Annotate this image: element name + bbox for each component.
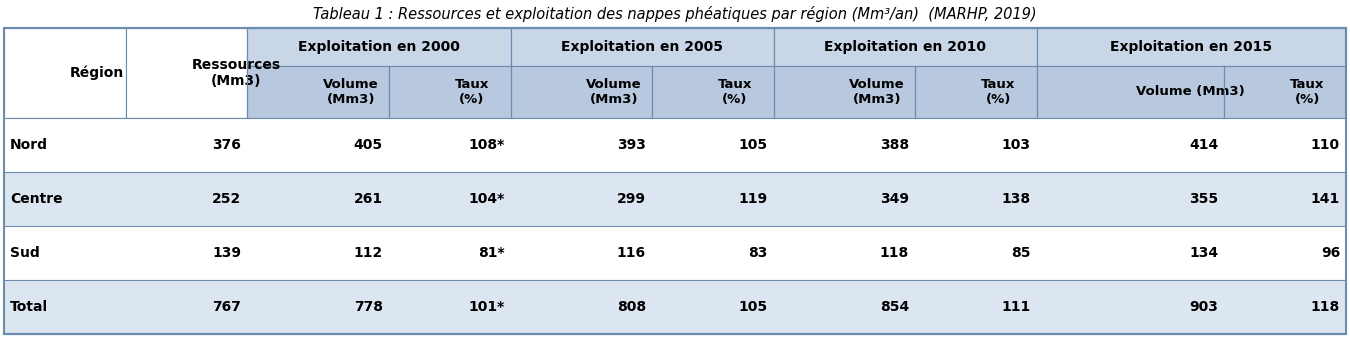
- Text: Taux
(%): Taux (%): [981, 78, 1015, 106]
- Text: 355: 355: [1189, 192, 1218, 206]
- Text: Exploitation en 2005: Exploitation en 2005: [562, 40, 724, 54]
- Bar: [126, 28, 247, 118]
- Text: 118: 118: [1311, 300, 1341, 314]
- Text: 85: 85: [1011, 246, 1031, 260]
- Bar: [4, 28, 126, 118]
- Text: Ressources
(Mm3): Ressources (Mm3): [192, 58, 281, 88]
- Bar: [774, 66, 915, 118]
- Text: Exploitation en 2010: Exploitation en 2010: [825, 40, 987, 54]
- Text: 81*: 81*: [478, 246, 505, 260]
- Text: 110: 110: [1311, 138, 1341, 152]
- Text: Sud: Sud: [9, 246, 39, 260]
- Text: 261: 261: [354, 192, 383, 206]
- Text: Taux
(%): Taux (%): [718, 78, 752, 106]
- Text: 112: 112: [354, 246, 383, 260]
- Text: 138: 138: [1002, 192, 1031, 206]
- Text: 118: 118: [880, 246, 909, 260]
- Bar: [915, 66, 1037, 118]
- Text: 108*: 108*: [468, 138, 505, 152]
- Bar: [389, 66, 510, 118]
- Bar: [1037, 28, 1346, 66]
- Text: 414: 414: [1189, 138, 1218, 152]
- Text: 903: 903: [1189, 300, 1218, 314]
- Text: Volume
(Mm3): Volume (Mm3): [849, 78, 904, 106]
- Text: 116: 116: [617, 246, 647, 260]
- Text: 119: 119: [738, 192, 768, 206]
- Text: Tableau 1 : Ressources et exploitation des nappes phéatiques par région (Mm³/an): Tableau 1 : Ressources et exploitation d…: [313, 6, 1037, 22]
- Text: 808: 808: [617, 300, 647, 314]
- Text: 299: 299: [617, 192, 647, 206]
- Text: 104*: 104*: [468, 192, 505, 206]
- Text: Exploitation en 2015: Exploitation en 2015: [1110, 40, 1273, 54]
- Bar: [510, 28, 774, 66]
- Bar: [4, 118, 1346, 172]
- Text: 388: 388: [880, 138, 909, 152]
- Text: 252: 252: [212, 192, 242, 206]
- Text: 96: 96: [1320, 246, 1341, 260]
- Text: Taux
(%): Taux (%): [455, 78, 489, 106]
- Text: 83: 83: [748, 246, 768, 260]
- Text: Centre: Centre: [9, 192, 62, 206]
- Text: 778: 778: [354, 300, 383, 314]
- Bar: [4, 28, 1346, 334]
- Text: Région: Région: [70, 66, 124, 80]
- Text: 767: 767: [212, 300, 242, 314]
- Text: Nord: Nord: [9, 138, 49, 152]
- Text: 105: 105: [738, 300, 768, 314]
- Text: 349: 349: [880, 192, 909, 206]
- Text: 854: 854: [880, 300, 909, 314]
- Text: Total: Total: [9, 300, 49, 314]
- Bar: [4, 280, 1346, 334]
- Bar: [1224, 66, 1346, 118]
- Text: Volume (Mm3): Volume (Mm3): [1135, 86, 1245, 99]
- Text: Volume
(Mm3): Volume (Mm3): [586, 78, 641, 106]
- Text: 111: 111: [1002, 300, 1031, 314]
- Bar: [774, 28, 1037, 66]
- Text: Volume
(Mm3): Volume (Mm3): [323, 78, 379, 106]
- Bar: [247, 28, 510, 66]
- Bar: [510, 66, 652, 118]
- Bar: [652, 66, 774, 118]
- Text: 134: 134: [1189, 246, 1218, 260]
- Text: 105: 105: [738, 138, 768, 152]
- Text: 376: 376: [212, 138, 242, 152]
- Bar: [247, 66, 389, 118]
- Bar: [4, 226, 1346, 280]
- Text: 139: 139: [212, 246, 242, 260]
- Bar: [1037, 66, 1224, 118]
- Text: 405: 405: [354, 138, 383, 152]
- Bar: [4, 172, 1346, 226]
- Text: 141: 141: [1311, 192, 1341, 206]
- Text: 393: 393: [617, 138, 647, 152]
- Text: Exploitation en 2000: Exploitation en 2000: [298, 40, 460, 54]
- Text: 101*: 101*: [468, 300, 505, 314]
- Text: Taux
(%): Taux (%): [1291, 78, 1324, 106]
- Text: 103: 103: [1002, 138, 1031, 152]
